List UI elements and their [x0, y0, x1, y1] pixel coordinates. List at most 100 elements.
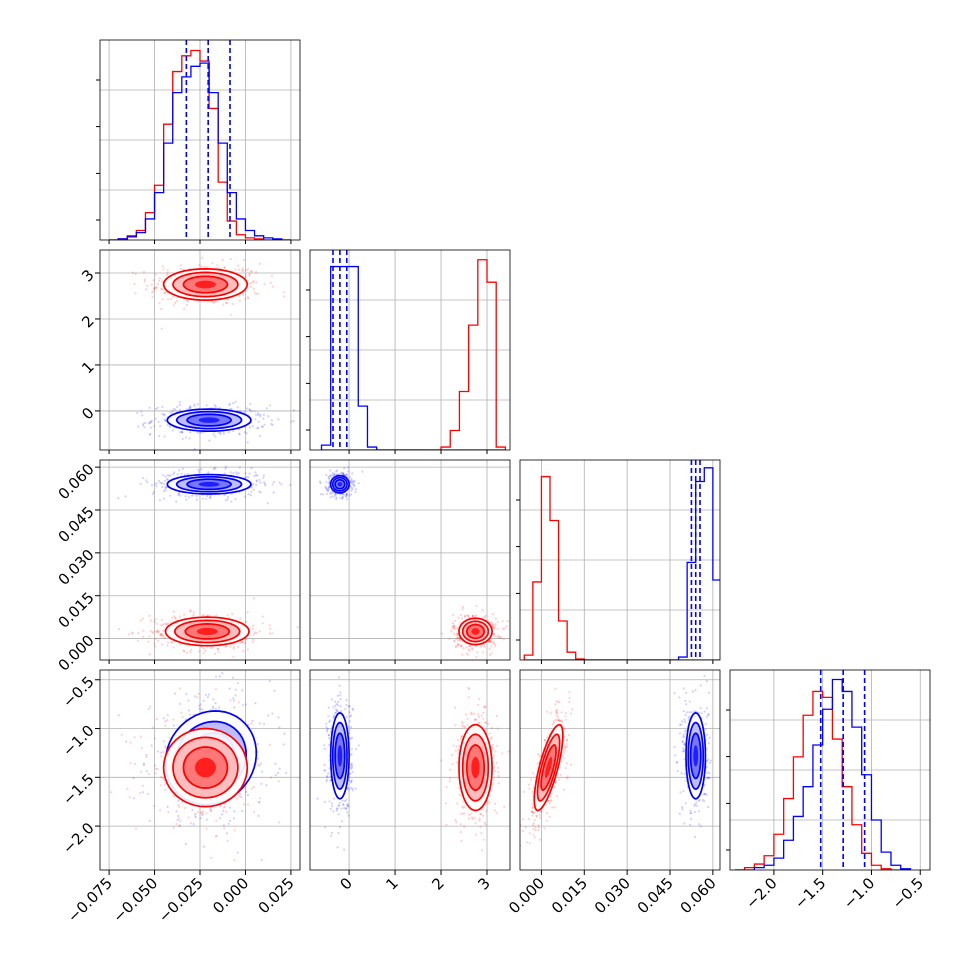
scatter-point	[166, 644, 169, 647]
scatter-point	[342, 473, 345, 476]
contour-line	[162, 727, 249, 808]
scatter-point	[250, 722, 253, 725]
scatter-point	[568, 691, 571, 694]
scatter-point	[268, 743, 272, 746]
scatter-point	[326, 730, 329, 733]
scatter-point	[192, 611, 195, 614]
scatter-point	[260, 770, 264, 773]
scatter-point	[150, 283, 153, 286]
scatter-point	[564, 715, 567, 718]
scatter-point	[216, 264, 219, 267]
scatter-point	[183, 650, 186, 653]
scatter-point	[210, 809, 213, 812]
scatter-point	[244, 274, 247, 277]
scatter-point	[545, 819, 548, 822]
contour-line	[465, 623, 486, 640]
scatter-point	[141, 617, 144, 620]
scatter-point	[695, 801, 698, 804]
scatter-point	[261, 425, 264, 428]
scatter-point	[233, 706, 236, 709]
scatter-point	[165, 273, 168, 276]
scatter-point	[703, 674, 706, 678]
scatter-point	[249, 285, 252, 288]
scatter-point	[477, 716, 480, 719]
scatter-point	[329, 807, 332, 810]
scatter-point	[456, 643, 460, 646]
scatter-point	[181, 467, 184, 470]
scatter-point	[482, 651, 485, 654]
scatter-point	[351, 472, 354, 475]
scatter-point	[196, 403, 199, 406]
scatter-point	[158, 434, 161, 437]
density-group	[117, 465, 299, 658]
scatter-point	[178, 469, 181, 472]
scatter-point	[350, 753, 353, 756]
scatter-point	[345, 807, 348, 810]
scatter-point	[349, 772, 352, 775]
scatter-point	[688, 715, 692, 718]
scatter-point	[164, 420, 167, 423]
scatter-point	[460, 644, 463, 647]
contour-line	[334, 732, 346, 780]
scatter-point	[460, 737, 463, 740]
scatter-point	[214, 405, 217, 408]
scatter-point	[454, 706, 457, 709]
scatter-point	[172, 718, 175, 721]
scatter-point	[557, 719, 560, 722]
scatter-point	[460, 614, 463, 617]
scatter-point	[160, 327, 163, 330]
scatter-point	[169, 411, 172, 414]
scatter-point	[539, 810, 543, 813]
scatter-point	[328, 744, 331, 747]
scatter-point	[187, 709, 190, 712]
scatter-point	[328, 800, 331, 803]
scatter-point	[475, 718, 478, 721]
scatter-point	[241, 267, 244, 270]
scatter-point	[530, 810, 534, 813]
scatter-point	[238, 795, 241, 798]
scatter-point	[338, 684, 341, 687]
scatter-point	[203, 265, 207, 268]
scatter-point	[142, 476, 145, 479]
scatter-point	[467, 614, 470, 617]
scatter-point	[255, 483, 258, 486]
scatter-point	[153, 642, 156, 645]
scatter-point	[180, 472, 183, 475]
scatter-point	[349, 485, 352, 488]
scatter-point	[175, 500, 178, 503]
scatter-point	[453, 625, 456, 628]
scatter-point	[244, 276, 247, 279]
scatter-point	[215, 819, 218, 823]
scatter-point	[480, 832, 483, 835]
scatter-point	[117, 628, 121, 631]
scatter-point	[559, 720, 562, 723]
scatter-point	[271, 712, 274, 715]
scatter-point	[174, 408, 177, 411]
scatter-point	[336, 709, 339, 712]
scatter-point	[546, 710, 549, 713]
scatter-point	[183, 473, 186, 476]
scatter-point	[193, 403, 196, 406]
scatter-point	[338, 825, 342, 829]
scatter-point	[554, 703, 557, 706]
histogram-blue	[320, 265, 506, 450]
scatter-point	[156, 629, 159, 633]
scatter-point	[457, 616, 460, 619]
scatter-point	[168, 474, 171, 477]
scatter-point	[527, 818, 530, 821]
scatter-point	[351, 770, 354, 774]
scatter-point	[538, 816, 542, 819]
scatter-point	[331, 495, 334, 498]
scatter-point	[242, 803, 245, 806]
scatter-point	[357, 482, 360, 485]
scatter-point	[202, 652, 205, 655]
scatter-point	[562, 757, 566, 760]
scatter-point	[528, 787, 531, 791]
scatter-point	[252, 641, 255, 644]
scatter-point	[487, 640, 490, 644]
scatter-point	[241, 641, 244, 644]
scatter-point	[244, 495, 247, 498]
scatter-point	[491, 625, 494, 628]
scatter-point	[561, 754, 565, 757]
scatter-point	[160, 618, 163, 622]
